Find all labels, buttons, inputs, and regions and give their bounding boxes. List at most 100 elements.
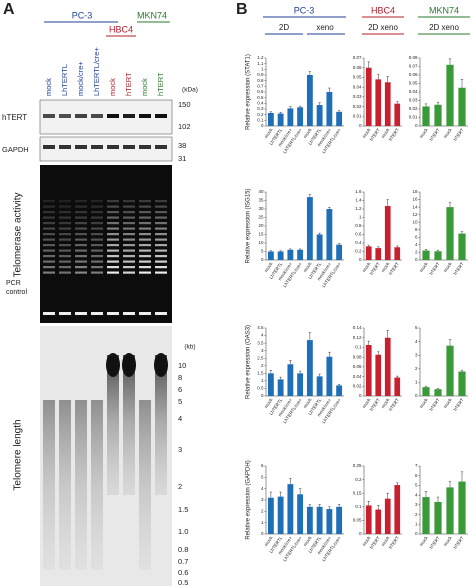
unit-label: (kDa) xyxy=(182,87,198,94)
ladder-band xyxy=(75,260,87,263)
y-tick-label: 1 xyxy=(359,215,362,220)
bar xyxy=(384,337,391,396)
blob xyxy=(106,353,120,377)
band xyxy=(123,145,135,149)
size-label: 4 xyxy=(178,414,182,423)
y-tick-label: 0.01 xyxy=(353,113,362,118)
x-tick-label: hTERT xyxy=(388,127,400,142)
bar xyxy=(365,67,372,126)
bar xyxy=(394,377,401,396)
ladder-band xyxy=(139,211,151,214)
y-tick-label: 6 xyxy=(261,463,264,468)
size-label: 0.8 xyxy=(178,545,188,554)
x-tick-label: mock xyxy=(263,535,274,547)
bar xyxy=(267,497,274,534)
x-tick-label: mock xyxy=(302,535,313,547)
y-tick-label: 0.8 xyxy=(355,223,362,228)
ladder-band xyxy=(91,233,103,236)
y-tick-label: 1.2 xyxy=(257,55,264,60)
ladder-band xyxy=(43,244,55,247)
ladder-band xyxy=(123,211,135,214)
ladder-band xyxy=(123,260,135,263)
ladder-band xyxy=(59,260,71,263)
ladder-band xyxy=(75,205,87,208)
y-tick-label: 12 xyxy=(412,212,418,217)
y-tick-label: 0.07 xyxy=(353,55,362,60)
y-tick-label: 3 xyxy=(261,497,264,502)
ladder-band xyxy=(139,233,151,236)
x-tick-label: hTERT xyxy=(369,535,381,550)
bar xyxy=(446,64,454,126)
y-tick-label: 3.5 xyxy=(257,340,264,345)
bar xyxy=(434,501,442,534)
band xyxy=(155,145,167,149)
y-tick-label: 0.1 xyxy=(257,118,264,123)
x-tick-label: mock xyxy=(302,127,313,139)
pcr-band xyxy=(139,312,151,315)
y-tick-label: 0.12 xyxy=(353,335,362,340)
bar xyxy=(458,371,466,396)
y-tick-label: 2 xyxy=(261,509,264,514)
x-tick-label: hTERT xyxy=(429,127,441,142)
x-tick-label: mock xyxy=(361,397,372,409)
size-label: 8 xyxy=(178,373,182,382)
ladder-band xyxy=(59,227,71,230)
ladder-band xyxy=(123,227,135,230)
y-tick-label: 1.5 xyxy=(257,371,264,376)
ladder-band xyxy=(75,238,87,241)
y-tick-label: 7 xyxy=(415,463,418,468)
bar xyxy=(458,87,466,126)
bar xyxy=(306,197,313,260)
y-tick-label: 0.03 xyxy=(353,94,362,99)
x-tick-label: hTERT xyxy=(369,127,381,142)
group-label: MKN74 xyxy=(429,5,459,15)
ladder-band xyxy=(91,211,103,214)
ladder-band xyxy=(75,211,87,214)
y-axis-label: Relative expression (STAT1) xyxy=(246,54,252,130)
band xyxy=(43,145,55,149)
y-tick-label: 0.3 xyxy=(257,106,264,111)
x-tick-label: mock xyxy=(361,127,372,139)
y-tick-label: 0.25 xyxy=(353,463,362,468)
bar xyxy=(287,108,294,126)
x-tick-label: mock xyxy=(443,127,454,139)
smear xyxy=(155,355,167,495)
group-label: 2D xyxy=(279,23,289,32)
y-tick-label: 0.03 xyxy=(409,98,418,103)
band xyxy=(59,145,71,149)
y-tick-label: 0.15 xyxy=(353,490,362,495)
y-tick-label: 16 xyxy=(412,197,418,202)
x-tick-label: hTERT xyxy=(388,397,400,412)
group-label: 2D xeno xyxy=(368,23,398,32)
y-tick-label: 0.5 xyxy=(257,95,264,100)
y-tick-label: 0 xyxy=(359,393,362,398)
bar xyxy=(446,487,454,534)
y-tick-label: 0.14 xyxy=(353,325,362,330)
x-tick-label: mock xyxy=(443,535,454,547)
pcr-band xyxy=(155,312,167,315)
bar xyxy=(277,496,284,534)
x-tick-label: hTERT xyxy=(429,535,441,550)
y-tick-label: 1 xyxy=(415,521,418,526)
ladder-band xyxy=(43,271,55,274)
size-label: 5 xyxy=(178,397,182,406)
y-tick-label: 10 xyxy=(258,240,264,245)
ladder-band xyxy=(155,255,167,258)
y-tick-label: 0 xyxy=(261,257,264,262)
x-tick-label: mock xyxy=(302,397,313,409)
y-tick-label: 1.4 xyxy=(355,198,362,203)
y-tick-label: 0.2 xyxy=(355,477,362,482)
ladder-band xyxy=(139,200,151,203)
x-tick-label: hTERT xyxy=(369,397,381,412)
ladder-band xyxy=(59,271,71,274)
ladder-band xyxy=(123,222,135,225)
bar xyxy=(297,373,304,396)
gel-label: Telomere length xyxy=(13,419,24,490)
bar xyxy=(422,250,430,260)
band xyxy=(91,114,103,118)
blot-label: GAPDH xyxy=(2,145,29,154)
ladder-band xyxy=(123,244,135,247)
x-tick-label: mock xyxy=(263,397,274,409)
y-tick-label: 1.1 xyxy=(257,61,264,66)
group-label: MKN74 xyxy=(137,10,167,20)
